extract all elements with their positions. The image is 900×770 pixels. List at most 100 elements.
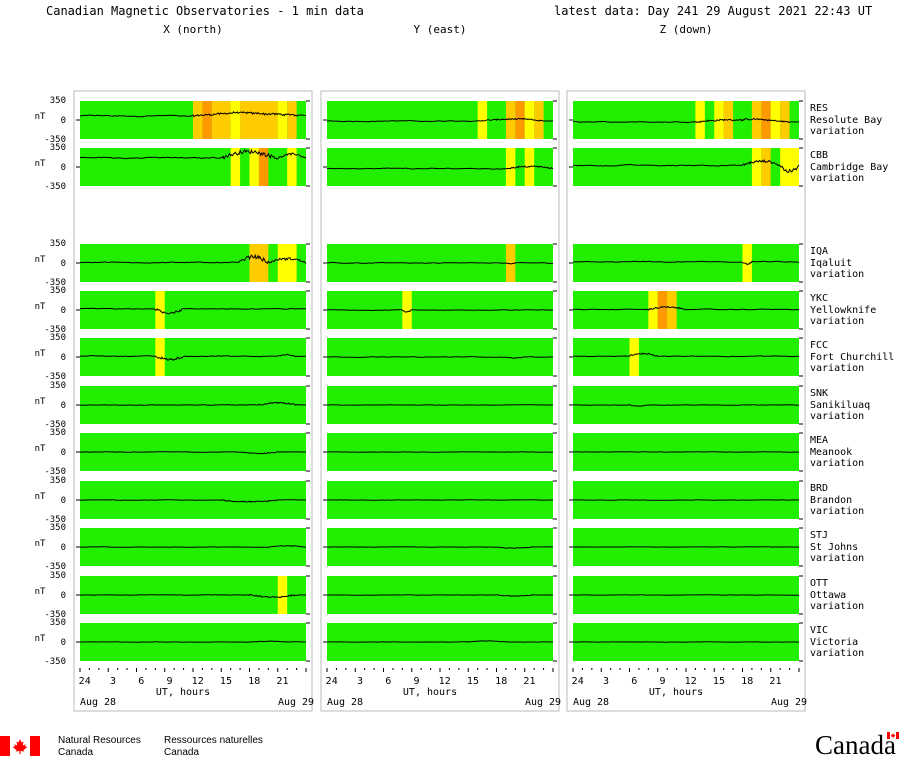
- xtick-label-0-5: 15: [220, 676, 232, 687]
- station-code-brd: BRD: [810, 483, 828, 494]
- ylabel-brd: nT: [35, 492, 46, 502]
- activity-band-res-2-6: [780, 101, 790, 139]
- xlabel-1: UT, hours: [403, 687, 457, 698]
- ytick-bottom-iqa: -350: [44, 278, 66, 288]
- activity-band-res-0-4: [240, 101, 278, 139]
- activity-band-res-1-0: [477, 101, 488, 139]
- ytick-top-mea: 350: [50, 428, 66, 438]
- ytick-zero-vic: 0: [61, 638, 66, 648]
- station-type-fcc: variation: [810, 363, 864, 374]
- nrcan-english: Natural Resources Canada: [58, 735, 141, 759]
- date-end-2: Aug 29: [771, 697, 807, 708]
- station-code-res: RES: [810, 103, 828, 114]
- panel-bg-cbb-0: [80, 148, 306, 186]
- canada-wordmark: Canada: [815, 730, 896, 761]
- activity-band-ykc-2-2: [667, 291, 677, 329]
- ylabel-mea: nT: [35, 444, 46, 454]
- station-type-ykc: variation: [810, 316, 864, 327]
- ytick-top-ykc: 350: [50, 286, 66, 296]
- activity-band-cbb-2-0: [751, 148, 762, 186]
- station-code-cbb: CBB: [810, 150, 828, 161]
- ytick-zero-cbb: 0: [61, 163, 66, 173]
- column-frame-1: [320, 90, 560, 712]
- station-name-vic: Victoria: [810, 637, 858, 648]
- activity-band-res-2-3: [751, 101, 762, 139]
- latest-data-label: latest data: Day 241: [554, 4, 699, 18]
- station-name-iqa: Iqaluit: [810, 258, 852, 269]
- activity-band-cbb-0-0: [230, 148, 241, 186]
- trace-snk-0: [79, 401, 307, 406]
- station-code-vic: VIC: [810, 625, 828, 636]
- ytick-zero-ykc: 0: [61, 306, 66, 316]
- ylabel-stj: nT: [35, 539, 46, 549]
- canada-wordmark-text: Canada: [815, 730, 896, 760]
- trace-brd-1: [326, 499, 553, 501]
- station-code-ott: OTT: [810, 578, 828, 589]
- ytick-top-snk: 350: [50, 381, 66, 391]
- trace-ykc-0: [79, 307, 307, 315]
- activity-band-res-0-3: [230, 101, 241, 139]
- footer: Natural Resources Canada Ressources natu…: [0, 724, 900, 770]
- nrcan-english-line1: Natural Resources: [58, 735, 141, 746]
- xlabel-2: UT, hours: [649, 687, 703, 698]
- ytick-bottom-vic: -350: [44, 657, 66, 667]
- trace-ott-1: [327, 594, 554, 597]
- trace-fcc-2: [572, 352, 799, 358]
- ytick-bottom-brd: -350: [44, 515, 66, 525]
- nrcan-english-line2: Canada: [58, 747, 94, 758]
- station-code-snk: SNK: [810, 388, 828, 399]
- ytick-zero-ott: 0: [61, 591, 66, 601]
- station-type-snk: variation: [810, 411, 864, 422]
- activity-band-res-0-5: [277, 101, 288, 139]
- latest-data-date: 29 August 2021 22:43 UT: [706, 4, 873, 18]
- date-start-2: Aug 28: [573, 697, 609, 708]
- ytick-zero-iqa: 0: [61, 259, 66, 269]
- xtick-label-0-3: 9: [166, 676, 172, 687]
- date-start-0: Aug 28: [80, 697, 116, 708]
- canada-flag-icon: [0, 736, 40, 756]
- ytick-top-ott: 350: [50, 571, 66, 581]
- xlabel-0: UT, hours: [156, 687, 210, 698]
- station-type-cbb: variation: [810, 173, 864, 184]
- xtick-label-2-5: 15: [713, 676, 725, 687]
- activity-band-cbb-0-2: [258, 148, 269, 186]
- xtick-label-2-1: 3: [603, 676, 609, 687]
- station-type-mea: variation: [810, 458, 864, 469]
- trace-ykc-1: [326, 308, 553, 313]
- panel-bg-fcc-0: [80, 338, 306, 376]
- station-type-vic: variation: [810, 648, 864, 659]
- station-type-iqa: variation: [810, 269, 864, 280]
- ytick-top-iqa: 350: [50, 239, 66, 249]
- activity-band-cbb-0-1: [249, 148, 259, 186]
- activity-band-cbb-2-1: [761, 148, 771, 186]
- activity-band-res-0-6: [287, 101, 297, 139]
- trace-stj-0: [80, 544, 306, 548]
- ytick-bottom-fcc: -350: [44, 372, 66, 382]
- nrcan-french-line2: Canada: [164, 747, 200, 758]
- xtick-label-2-6: 18: [741, 676, 753, 687]
- xtick-label-1-5: 15: [467, 676, 479, 687]
- wordmark-flag-icon: [887, 732, 899, 739]
- ytick-zero-res: 0: [61, 116, 66, 126]
- station-type-ott: variation: [810, 601, 864, 612]
- trace-cbb-0: [79, 148, 307, 160]
- station-code-mea: MEA: [810, 435, 828, 446]
- trace-snk-1: [326, 404, 553, 406]
- ytick-top-stj: 350: [50, 523, 66, 533]
- component-label-0: X (north): [163, 23, 223, 36]
- ylabel-fcc: nT: [35, 349, 46, 359]
- trace-ykc-2: [572, 305, 800, 311]
- panel-bg-ykc-0: [80, 291, 306, 329]
- activity-band-cbb-0-3: [287, 148, 297, 186]
- activity-band-iqa-0-1: [277, 244, 297, 282]
- xtick-label-1-0: 24: [326, 676, 338, 687]
- station-type-res: variation: [810, 126, 864, 137]
- trace-fcc-1: [326, 356, 554, 359]
- ytick-bottom-ykc: -350: [44, 325, 66, 335]
- xtick-label-1-1: 3: [357, 676, 363, 687]
- activity-band-fcc-0-0: [155, 338, 165, 376]
- trace-vic-0: [80, 640, 306, 643]
- activity-band-iqa-2-0: [742, 244, 752, 282]
- ylabel-snk: nT: [35, 397, 46, 407]
- nrcan-french-line1: Ressources naturelles: [164, 735, 263, 746]
